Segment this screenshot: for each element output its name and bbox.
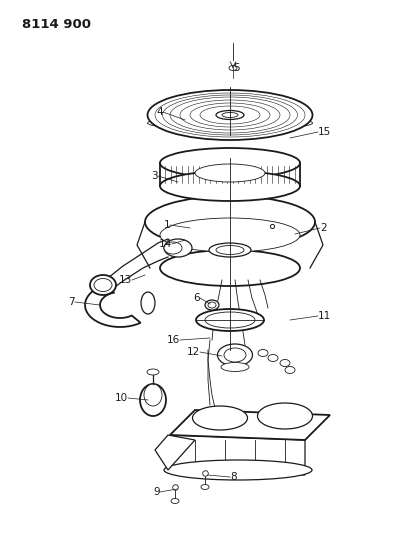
- Ellipse shape: [216, 110, 243, 119]
- Text: 10: 10: [115, 393, 128, 403]
- Text: 2: 2: [319, 223, 326, 233]
- Text: 5: 5: [232, 63, 239, 73]
- Ellipse shape: [204, 312, 254, 328]
- Polygon shape: [85, 284, 140, 327]
- Ellipse shape: [141, 292, 155, 314]
- Ellipse shape: [164, 242, 182, 254]
- Ellipse shape: [216, 246, 243, 254]
- Text: 7: 7: [68, 297, 75, 307]
- Ellipse shape: [160, 171, 299, 201]
- Text: 9: 9: [153, 487, 160, 497]
- Text: 4: 4: [156, 107, 163, 117]
- Ellipse shape: [160, 218, 299, 252]
- Polygon shape: [170, 435, 304, 475]
- Ellipse shape: [147, 90, 312, 140]
- Text: 15: 15: [317, 127, 330, 137]
- Text: 11: 11: [317, 311, 330, 321]
- Ellipse shape: [217, 344, 252, 366]
- Ellipse shape: [229, 66, 236, 70]
- Text: 8: 8: [229, 472, 236, 482]
- Ellipse shape: [221, 112, 237, 117]
- Ellipse shape: [267, 354, 277, 361]
- Ellipse shape: [90, 275, 116, 295]
- Ellipse shape: [257, 350, 267, 357]
- Ellipse shape: [196, 309, 263, 331]
- Ellipse shape: [145, 196, 314, 248]
- Ellipse shape: [279, 359, 289, 367]
- Ellipse shape: [192, 406, 247, 430]
- Text: 8114 900: 8114 900: [22, 18, 91, 31]
- Ellipse shape: [139, 384, 166, 416]
- Ellipse shape: [200, 484, 209, 489]
- Ellipse shape: [144, 384, 162, 406]
- Ellipse shape: [220, 362, 248, 372]
- Ellipse shape: [164, 460, 311, 480]
- Ellipse shape: [160, 148, 299, 178]
- Text: 3: 3: [151, 171, 157, 181]
- Text: 12: 12: [186, 347, 200, 357]
- Ellipse shape: [160, 250, 299, 286]
- Ellipse shape: [204, 300, 218, 310]
- Polygon shape: [155, 435, 195, 470]
- Ellipse shape: [171, 498, 179, 504]
- Text: 6: 6: [193, 293, 200, 303]
- Ellipse shape: [94, 279, 112, 292]
- Ellipse shape: [195, 164, 264, 182]
- Ellipse shape: [209, 243, 250, 257]
- Ellipse shape: [207, 302, 216, 308]
- Ellipse shape: [147, 116, 312, 130]
- Ellipse shape: [257, 403, 312, 429]
- Text: 14: 14: [158, 239, 172, 249]
- Polygon shape: [170, 410, 329, 440]
- Ellipse shape: [223, 348, 245, 362]
- Ellipse shape: [284, 367, 294, 374]
- Text: 16: 16: [166, 335, 180, 345]
- Ellipse shape: [147, 369, 159, 375]
- Text: 1: 1: [163, 220, 170, 230]
- Ellipse shape: [164, 239, 191, 257]
- Text: 13: 13: [119, 275, 132, 285]
